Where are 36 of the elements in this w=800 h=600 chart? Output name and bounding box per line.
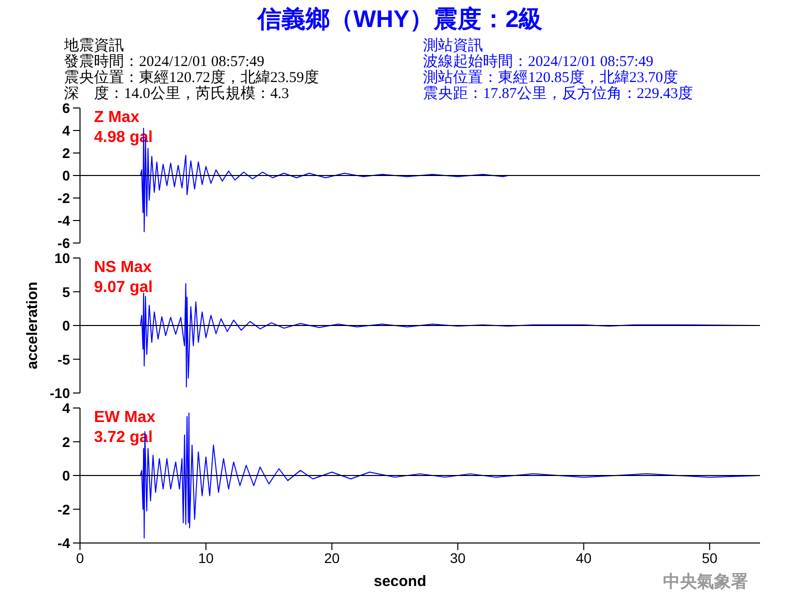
- x-tick-label: 20: [324, 550, 340, 566]
- y-tick-label: 10: [54, 250, 70, 266]
- y-tick-label: -10: [50, 385, 70, 401]
- text: 發震時間：2024/12/01 08:57:49: [64, 53, 264, 70]
- text: 震央位置：東經120.72度，北緯23.59度: [64, 69, 319, 86]
- x-tick-label: 0: [76, 550, 84, 566]
- text: 震央距：17.87公里，反方位角：229.43度: [423, 85, 693, 102]
- y-tick-label: -2: [58, 190, 70, 206]
- annotation: NS Max 9.07 gal: [94, 259, 153, 296]
- text: 深 度：14.0公里，芮氏規模：4.3: [64, 85, 289, 102]
- y-tick-label: 6: [62, 100, 70, 116]
- y-tick-label: 5: [62, 284, 70, 300]
- text: 中央氣象署: [663, 572, 748, 591]
- y-tick-label: 0: [62, 168, 70, 184]
- y-tick-label: -2: [58, 501, 70, 518]
- x-tick-label: 10: [198, 550, 214, 566]
- x-tick-label: 30: [450, 550, 466, 566]
- y-tick-label: 4: [62, 122, 70, 138]
- chart-title: 信義鄉（WHY）震度：2級: [256, 6, 543, 33]
- y-tick-label: -4: [58, 535, 70, 551]
- y-axis-title: acceleration: [24, 282, 41, 370]
- y-tick-label: -5: [58, 351, 70, 368]
- text: 測站資訊: [423, 37, 483, 54]
- y-tick-label: 0: [62, 468, 70, 484]
- y-tick-label: -6: [58, 235, 70, 251]
- text: 波線起始時間：2024/12/01 08:57:49: [423, 53, 654, 70]
- text: 測站位置：東經120.85度，北緯23.70度: [423, 69, 678, 86]
- y-tick-label: -4: [58, 212, 70, 228]
- y-tick-label: 2: [62, 145, 70, 161]
- y-tick-label: 4: [62, 400, 70, 416]
- x-axis-title: second: [374, 573, 426, 590]
- y-tick-label: 2: [62, 434, 70, 450]
- text: 地震資訊: [63, 37, 124, 54]
- x-tick-label: 50: [702, 550, 718, 566]
- x-tick-label: 40: [576, 550, 592, 566]
- y-tick-label: 0: [62, 318, 70, 334]
